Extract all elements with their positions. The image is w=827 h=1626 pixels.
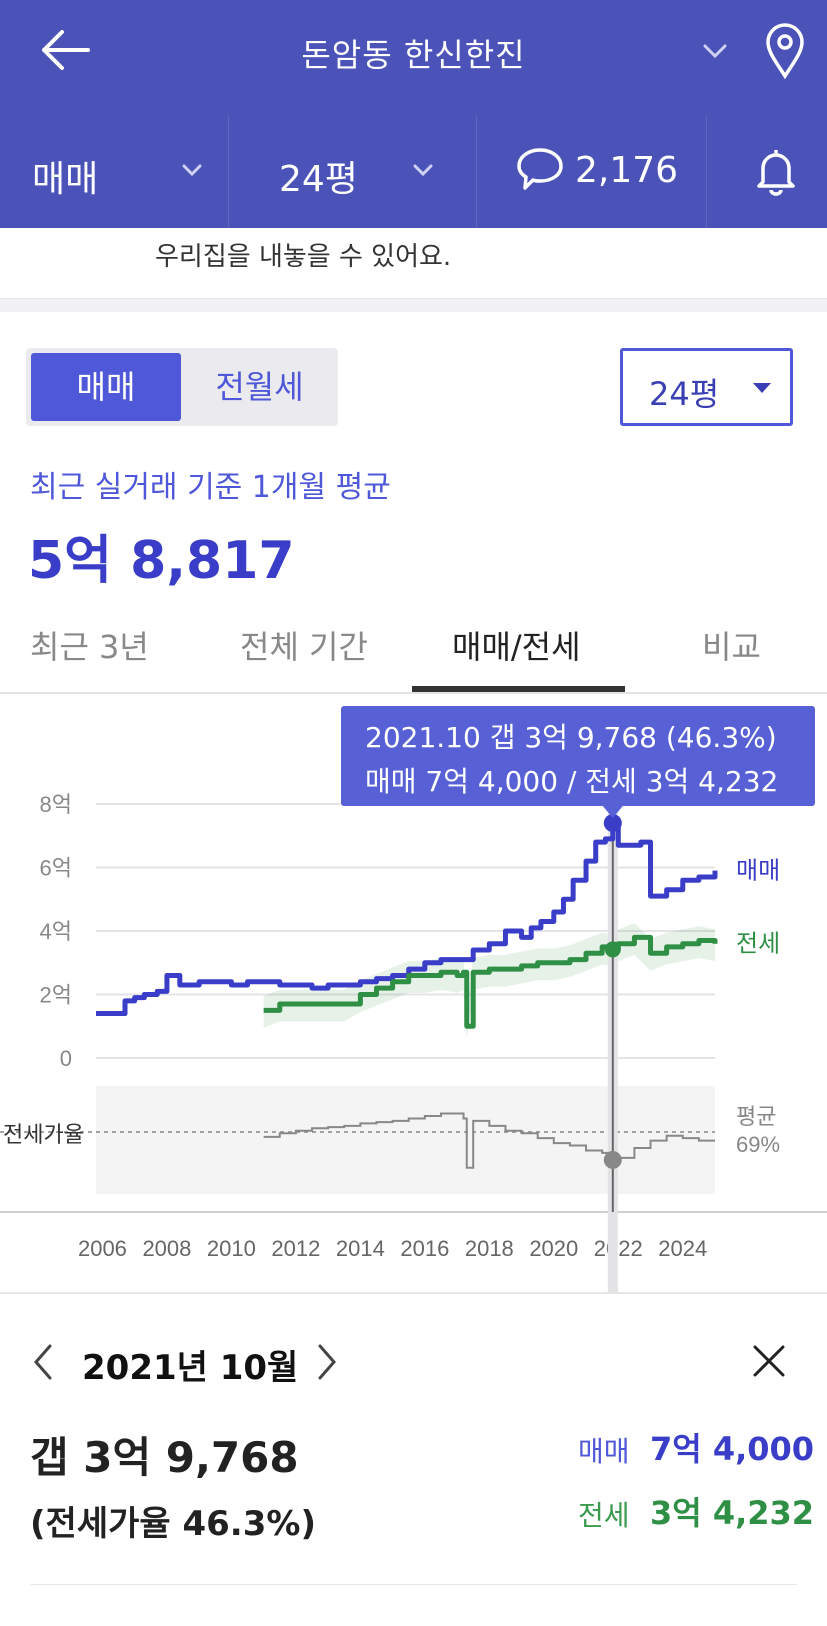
chevron-down-icon (182, 164, 202, 177)
location-pin-icon[interactable] (762, 22, 808, 80)
y-tick-label: 4억 (40, 919, 72, 944)
back-arrow-icon[interactable] (38, 28, 92, 72)
bell-icon (757, 150, 795, 196)
detail-divider (0, 1292, 827, 1294)
tab-recent-3y[interactable]: 최근 3년 (30, 628, 149, 666)
x-tick-label: 2020 (529, 1236, 578, 1261)
close-icon[interactable] (752, 1344, 786, 1378)
y-tick-label: 6억 (40, 856, 72, 881)
series-label-jeonse: 전세 (736, 931, 780, 958)
x-tick-label: 2010 (207, 1236, 256, 1261)
tab-sale-jeonse[interactable]: 매매/전세 (452, 628, 581, 666)
sale-value: 7억 4,000 (650, 1430, 815, 1468)
rate-panel-label: 전세가율 (3, 1122, 84, 1147)
chevron-right-icon[interactable] (314, 1342, 340, 1382)
comments-button[interactable]: 2,176 (477, 116, 707, 228)
segment-rent[interactable]: 전월세 (215, 368, 304, 406)
jeonse-label: 전세 (578, 1499, 630, 1532)
active-tab-indicator (412, 686, 625, 692)
complex-title[interactable]: 돈암동 한신한진 (301, 36, 526, 74)
x-tick-label: 2018 (465, 1236, 514, 1261)
comment-count: 2,176 (575, 150, 679, 191)
jeonse-range-band (263, 923, 715, 1039)
y-tick-label: 2억 (40, 983, 72, 1008)
speech-bubble-icon (517, 148, 563, 190)
series-line-rate (263, 1112, 715, 1169)
selected-point-rate (603, 1150, 622, 1169)
segment-sale[interactable]: 매매 (31, 353, 181, 421)
chart-tooltip: 2021.10 갭 3억 9,768 (46.3%) 매매 7억 4,000 /… (341, 706, 815, 806)
jeonse-rate: (전세가율 46.3%) (30, 1504, 316, 1544)
filter-bar: 매매 24평 2,176 (0, 116, 827, 228)
series-line-jeonse (263, 934, 718, 1029)
average-price-value: 5억 8,817 (28, 531, 295, 591)
selected-point-sale (603, 814, 622, 833)
y-tick-label: 8억 (40, 792, 72, 817)
size-select[interactable]: 24평 (620, 348, 793, 426)
detail-date: 2021년 10월 (82, 1348, 299, 1388)
rate-average-value: 69% (736, 1132, 780, 1157)
x-tick-label: 2016 (400, 1236, 449, 1261)
tab-all-period[interactable]: 전체 기간 (240, 628, 368, 666)
trade-segment-control: 매매 전월세 (26, 348, 338, 426)
chevron-left-icon[interactable] (30, 1342, 56, 1382)
y-tick-label: 0 (60, 1046, 72, 1071)
sale-label: 매매 (578, 1435, 630, 1468)
x-tick-label: 2008 (142, 1236, 191, 1261)
size-label: 24평 (279, 159, 358, 200)
rate-average-label: 평균 (736, 1104, 776, 1129)
notification-button[interactable] (707, 116, 827, 228)
price-chart[interactable]: 8억 6억 4억 2억 0 전세가율 평균 69% 2006 2008 2010 2012 2014 20… (0, 694, 827, 1294)
x-tick-label: 2012 (271, 1236, 320, 1261)
tooltip-pointer (602, 806, 623, 818)
x-tick-label: 2022 (594, 1236, 643, 1261)
rate-panel-bg (96, 1086, 715, 1194)
selected-point-jeonse (604, 941, 621, 958)
caret-down-icon (753, 383, 771, 393)
tab-compare[interactable]: 비교 (702, 628, 761, 666)
x-tick-label: 2024 (658, 1236, 707, 1261)
series-label-sale: 매매 (736, 858, 780, 885)
x-tick-label: 2006 (78, 1236, 127, 1261)
chevron-down-icon (413, 164, 433, 177)
x-tick-label: 2014 (336, 1236, 385, 1261)
size-dropdown[interactable]: 24평 (229, 116, 477, 228)
size-select-label: 24평 (649, 375, 720, 413)
chevron-down-icon[interactable] (700, 38, 730, 64)
gap-value: 갭 3억 9,768 (30, 1433, 299, 1482)
period-tabs: 최근 3년 전체 기간 매매/전세 비교 (0, 612, 827, 694)
bottom-divider (30, 1584, 797, 1585)
trade-type-dropdown[interactable]: 매매 (0, 116, 229, 228)
average-price-label: 최근 실거래 기준 1개월 평균 (30, 470, 391, 505)
trade-type-label: 매매 (32, 159, 99, 200)
app-bar: 돈암동 한신한진 (0, 0, 827, 116)
section-divider (0, 298, 827, 312)
tooltip-price-line: 매매 7억 4,000 / 전세 3억 4,232 (365, 765, 779, 798)
jeonse-value: 3억 4,232 (650, 1494, 815, 1532)
tooltip-gap-line: 2021.10 갭 3억 9,768 (46.3%) (365, 721, 777, 754)
listing-notice[interactable]: 우리집을 내놓을 수 있어요. (155, 242, 452, 272)
